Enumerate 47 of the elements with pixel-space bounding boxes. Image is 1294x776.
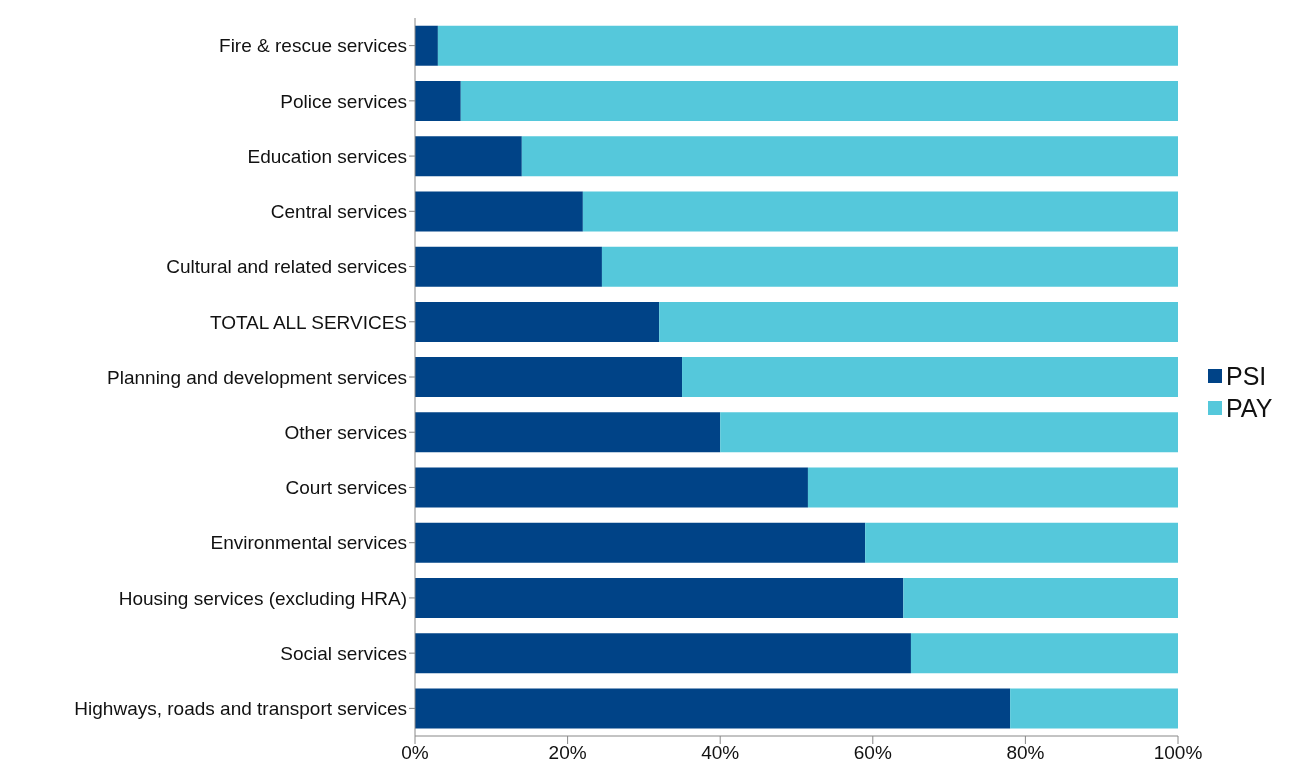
y-tick-label: Other services (284, 421, 407, 443)
y-tick-label: Fire & rescue services (219, 35, 407, 57)
y-tick-label: Housing services (excluding HRA) (118, 587, 407, 609)
legend-label: PSI (1226, 361, 1267, 392)
bar (1010, 688, 1178, 729)
y-tick-label: Police services (280, 90, 407, 112)
legend-label: PAY (1226, 393, 1273, 424)
bar (415, 246, 602, 287)
y-tick-label: Cultural and related services (166, 256, 407, 278)
x-tick-label: 100% (1153, 742, 1203, 764)
y-tick-label: Highways, roads and transport services (74, 698, 407, 720)
x-tick-label: 40% (701, 742, 740, 764)
bar (865, 522, 1178, 563)
x-tick-label: 80% (1006, 742, 1045, 764)
y-tick-label: Central services (270, 201, 407, 223)
bar (903, 578, 1178, 619)
x-tick-label: 0% (401, 742, 429, 764)
bar (415, 467, 808, 508)
y-tick-label: Education services (247, 145, 407, 167)
bar (659, 301, 1178, 342)
bar (720, 412, 1178, 453)
y-tick-label: Social services (280, 642, 407, 664)
bar (582, 191, 1178, 232)
bar (415, 688, 1011, 729)
bar (415, 191, 583, 232)
x-tick-label: 20% (548, 742, 587, 764)
bar (415, 301, 660, 342)
bar (601, 246, 1178, 287)
bar (415, 25, 438, 66)
x-tick-label: 60% (853, 742, 892, 764)
bar (807, 467, 1178, 508)
y-tick-label: Planning and development services (107, 366, 407, 388)
bar (415, 80, 461, 121)
bar (910, 633, 1178, 674)
bar (415, 357, 683, 398)
bar (460, 80, 1178, 121)
bar (415, 522, 866, 563)
y-tick-label: TOTAL ALL SERVICES (209, 311, 407, 333)
bar (437, 25, 1178, 66)
bar (415, 633, 911, 674)
y-tick-label: Environmental services (210, 532, 407, 554)
bar (415, 412, 721, 453)
bar (415, 136, 522, 177)
bar (682, 357, 1178, 398)
bar (521, 136, 1178, 177)
y-tick-label: Court services (285, 477, 407, 499)
bar (415, 578, 904, 619)
